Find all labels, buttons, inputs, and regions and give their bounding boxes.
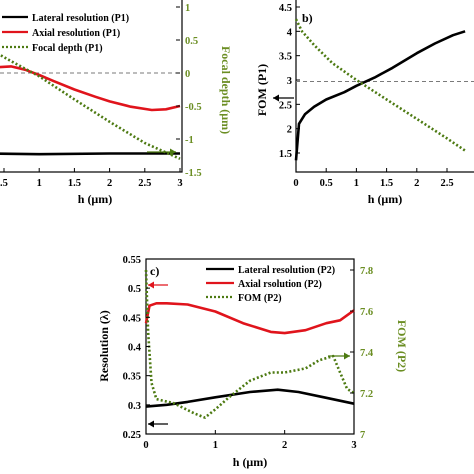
panel-b-xtick-label: 0 [293,178,298,189]
panel-b-ylabel: FOM (P1) [255,64,269,116]
panel-a-y2label: Focal depth (μm) [219,46,233,134]
panel-c-arrow-axial-head [148,281,154,289]
panel-a-xtick-label: 2.5 [138,178,151,189]
panel-b-series-0 [294,30,466,161]
panel-c-ytick-label: 0.45 [123,313,141,324]
panel-a: .5 1 1.5 2 2.5 3 1 0.5 0 -0.5 -1 -1.5 h (μm) Focal… [0,0,233,206]
legend-label-lateral-a: Lateral resolution (P1) [32,13,129,24]
legend-label-lateral-c: Lateral resolution (P2) [238,265,335,276]
panel-c-xtick-label: 0 [143,440,148,451]
panel-a-series-2 [0,53,181,160]
panel-c-y2tick-label: 7.4 [360,348,374,359]
panel-c-arrow-fom-head [344,352,350,360]
panel-c-arrow-lateral-head [148,420,154,428]
panel-c-legend: Lateral resolution (P2) Axial rsolution … [206,265,335,304]
panel-b-ytick-label: 4 [287,27,293,38]
panel-a-xtick-label: 1 [37,178,42,189]
panel-a-y2tick-label: -0.5 [185,102,202,113]
legend-label-axial-c: Axial rsolution (P2) [238,279,322,290]
panel-b-xtick-label: 0.5 [320,178,333,189]
panel-c-y2label: FOM (P2) [395,320,409,372]
legend-label-axial-a: Axial resolution (P1) [32,28,120,39]
annotation-arrows [147,94,350,428]
panel-b-label: b) [302,11,313,25]
panel-b-ytick-label: 2 [287,125,292,136]
panel-b-xtick-label: 1.5 [380,178,393,189]
panel-c-ytick-label: 0.25 [123,430,141,441]
panel-c-series-2 [144,269,355,419]
panel-b-xtick-label: 1 [354,178,359,189]
panel-b-ytick-label: 2.5 [279,100,292,111]
panel-b-frame [295,0,474,173]
panel-c-label: c) [150,264,159,278]
panel-c-y2tick-label: 7.6 [360,307,373,318]
panel-a-legend: Lateral resolution (P1) Axial resolution… [2,13,129,54]
panel-a-y2tick-label: 1 [185,3,190,14]
panel-b-xtick-label: 2.5 [440,178,453,189]
panel-b-xlabel: h (μm) [368,192,402,206]
panel-a-arrow-head [170,148,176,156]
panel-a-y2tick-label: -1 [185,135,194,146]
panel-c-ytick-label: 0.55 [123,255,141,266]
panel-a-xtick-label: 3 [177,178,182,189]
panel-c-ytick-label: 0.4 [128,343,142,354]
panel-a-xtick-label: 1.5 [68,178,81,189]
panel-a-y2tick-label: 0 [185,69,190,80]
panel-c-xtick-label: 2 [282,440,287,451]
panel-c-xtick-label: 1 [213,440,218,451]
panel-a-y2tick-label: -1.5 [185,168,202,179]
panel-b-ytick-label: 3.5 [279,52,292,63]
panel-b-arrow-head [273,94,279,102]
panel-c-ylabel: Resolution (λ) [97,310,111,382]
panel-b-ytick-label: 4.5 [279,3,292,14]
panel-c-y2tick-label: 7 [360,430,365,441]
panel-a-series-1 [0,65,181,112]
panel-c-ytick-label: 0.35 [123,372,141,383]
legend-label-fom-c: FOM (P2) [238,293,282,304]
panel-b: 0 0.5 1 1.5 2 2.5 4.5 4 3.5 3 2.5 2 1.5 b) h (μm) F… [255,0,474,206]
panel-c-series-1 [144,301,355,335]
panel-a-frame [0,0,183,173]
panel-c-xtick-label: 3 [351,440,356,451]
panel-c-xlabel: h (μm) [233,455,267,469]
panel-c-ytick-label: 0.5 [128,284,141,295]
panel-b-ytick-label: 3 [287,76,292,87]
panel-a-y2tick-label: 0.5 [185,36,198,47]
panel-a-xtick-label: 2 [107,178,112,189]
panel-c-y2tick-label: 7.2 [360,389,373,400]
panel-c: 0 1 2 3 0.55 0.5 0.45 0.4 0.35 0.3 0.25 7.8 7.6 7.4… [97,255,409,469]
panel-b-ytick-label: 1.5 [279,149,292,160]
panel-a-series-0 [0,152,180,156]
panel-a-xlabel: h (μm) [78,192,112,206]
panel-a-xtick-label: .5 [0,178,8,189]
panel-b-xtick-label: 2 [414,178,419,189]
panel-c-y2tick-label: 7.8 [360,266,373,277]
panel-c-ytick-label: 0.3 [128,401,141,412]
panel-b-series-1 [294,18,466,152]
legend-label-focal-a: Focal depth (P1) [32,43,103,54]
